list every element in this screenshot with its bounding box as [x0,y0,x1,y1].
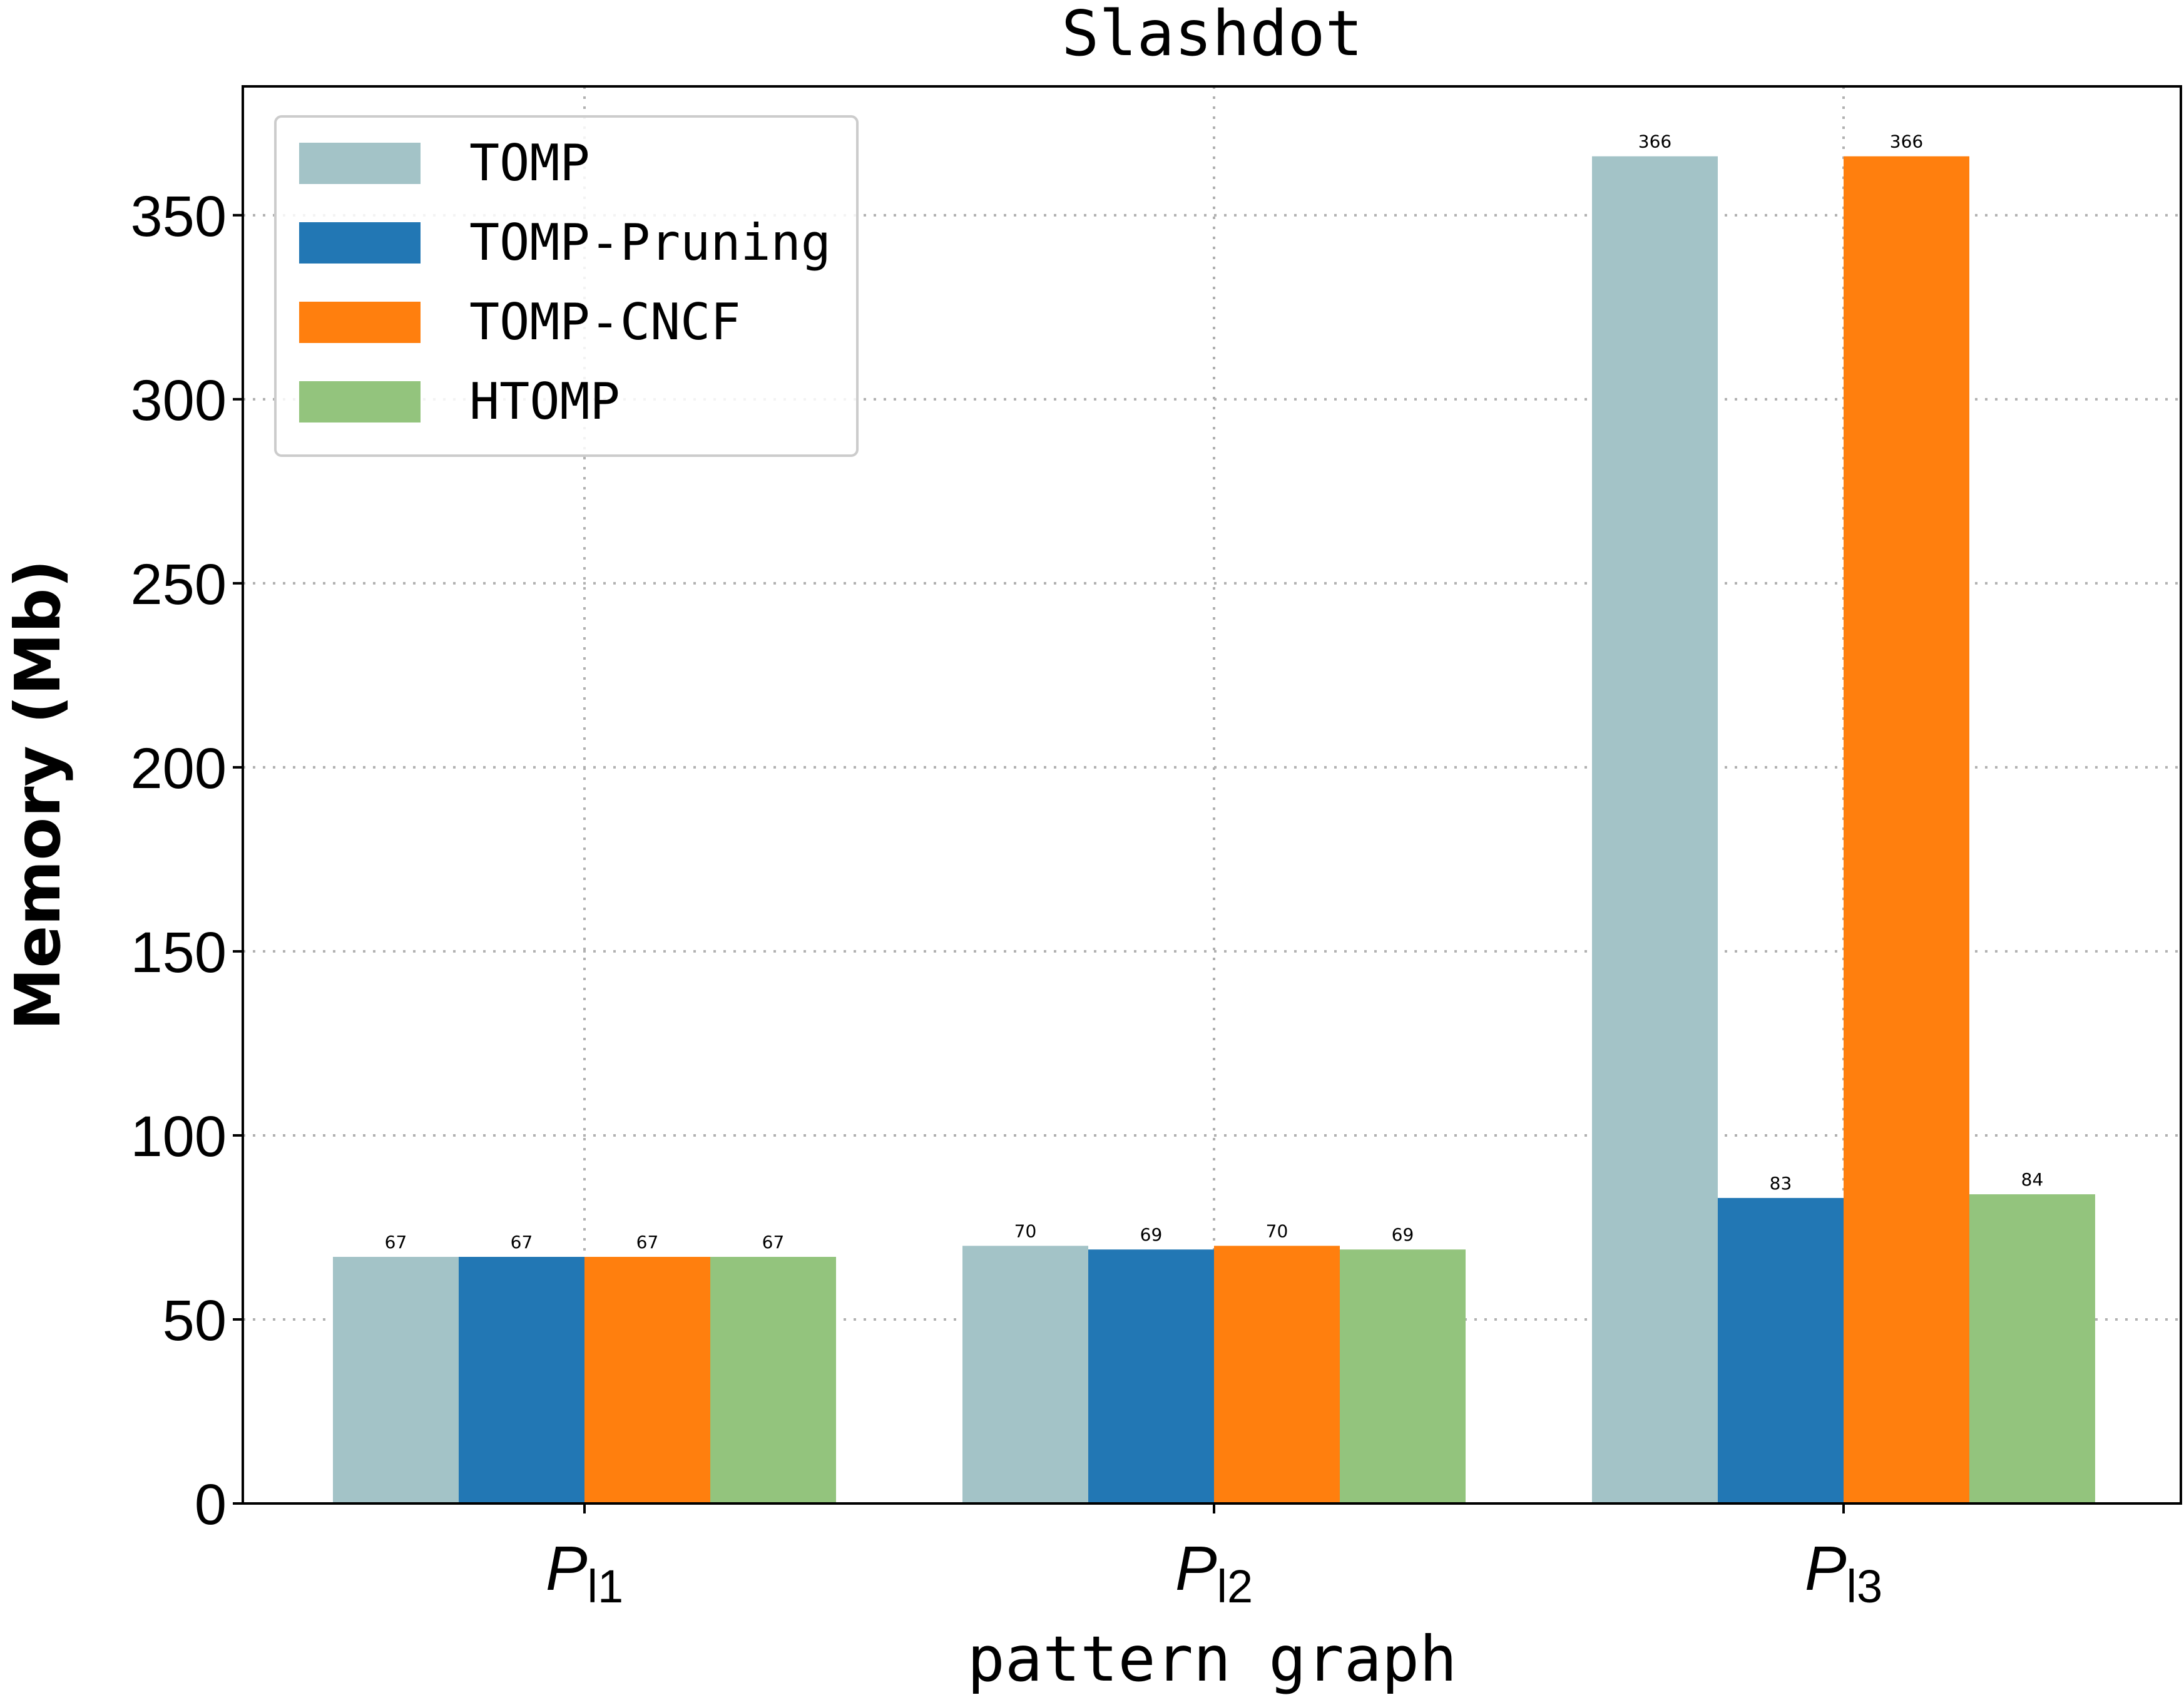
legend-label: TOMP-Pruning [469,213,831,272]
bar-value-label: 366 [1638,131,1671,152]
bar-value-label: 69 [1140,1224,1163,1245]
bar-value-label: 69 [1392,1224,1414,1245]
y-tick-label: 100 [131,1105,227,1169]
bar-value-label: 67 [511,1232,533,1252]
y-tick-label: 50 [163,1289,227,1353]
bar [1969,1194,2095,1503]
bar [710,1257,836,1503]
bar [1844,156,1969,1503]
data-labels: 67 70 366 67 69 83 67 70 366 67 69 84 [385,131,2044,1252]
x-tick-label: Pl1 [546,1534,623,1612]
plot-area-frame [242,85,2182,1505]
x-axis-label: pattern graph [967,1622,1457,1695]
legend-swatch [299,302,421,343]
x-tick-label: Pl2 [1175,1534,1253,1612]
bar-value-label: 84 [2021,1169,2044,1190]
bar-value-label: 70 [1266,1221,1288,1241]
legend-swatch [299,143,421,184]
legend: TOMP TOMP-Pruning TOMP-CNCF HTOMP [274,115,859,457]
legend-label: HTOMP [469,372,620,431]
x-tick-label: Pl3 [1805,1534,1882,1612]
y-tick-label: 250 [131,553,227,617]
bar-value-label: 67 [385,1232,407,1252]
legend-label: TOMP-CNCF [469,293,740,351]
axis-ticks: 0 50 100 150 200 250 300 350 Pl1 Pl2 Pl3 [131,185,1883,1612]
bar-value-label: 366 [1890,131,1923,152]
bar [333,1257,459,1503]
chart-title: Slashdot [1061,0,1363,70]
bar [459,1257,584,1503]
bar [1340,1249,1466,1503]
bar [1592,156,1718,1503]
y-tick-label: 0 [195,1473,227,1537]
bar [962,1246,1088,1503]
y-tick-label: 350 [131,185,227,248]
legend-swatch [299,381,421,422]
bar-value-label: 67 [762,1232,785,1252]
legend-swatch [299,222,421,264]
bars [333,156,2095,1503]
bar [1214,1246,1340,1503]
bar-value-label: 70 [1014,1221,1037,1241]
bar-value-label: 67 [636,1232,659,1252]
y-axis-label: Memory (Mb) [1,560,74,1030]
legend-frame [274,115,859,457]
bar [584,1257,710,1503]
bar [1718,1197,1844,1503]
y-tick-label: 300 [131,369,227,433]
bar-value-label: 83 [1770,1173,1792,1194]
bar [1088,1249,1214,1503]
legend-label: TOMP [469,134,590,192]
y-tick-label: 200 [131,737,227,801]
y-tick-label: 150 [131,921,227,985]
